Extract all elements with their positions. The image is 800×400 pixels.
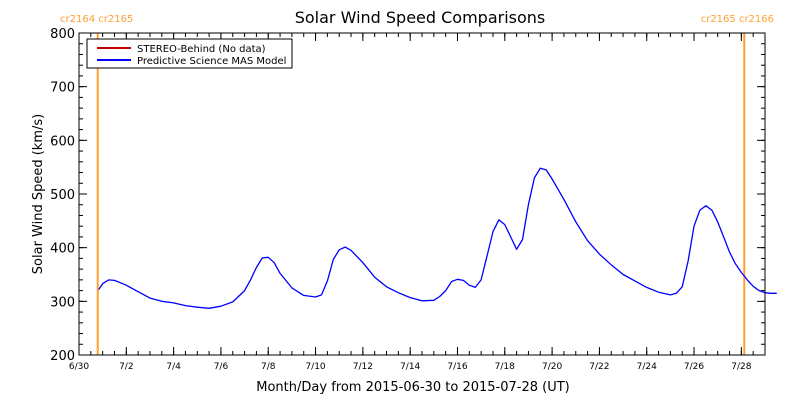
x-tick-label: 7/6 [214, 362, 229, 372]
x-tick-label: 7/20 [542, 362, 562, 372]
series-line-mas-model [98, 167, 777, 309]
series-layer [98, 167, 777, 309]
y-tick-label: 400 [50, 242, 75, 257]
x-tick-label: 7/22 [589, 362, 609, 372]
y-tick-label: 700 [50, 81, 75, 96]
x-axis-label: Month/Day from 2015-06-30 to 2015-07-28 … [256, 380, 569, 395]
cr-marker-label-right: cr2165 cr2166 [701, 14, 774, 25]
legend-box [86, 38, 293, 69]
carrington-markers [96, 33, 746, 355]
chart-title: Solar Wind Speed Comparisons [295, 8, 546, 27]
plot-frame [78, 32, 766, 356]
y-axis-label: Solar Wind Speed (km/s) [31, 114, 46, 274]
x-tick-label: 7/14 [400, 362, 420, 372]
y-tick-label: 500 [50, 188, 75, 203]
y-tick-label: 600 [50, 134, 75, 149]
y-tick-label: 300 [50, 295, 75, 310]
x-tick-label: 7/18 [495, 362, 515, 372]
x-tick-label: 7/10 [305, 362, 325, 372]
x-tick-label: 7/8 [261, 362, 276, 372]
legend-label-mas-model: Predictive Science MAS Model [137, 56, 286, 67]
y-tick-label: 800 [50, 27, 75, 42]
cr-marker-label-left: cr2164 cr2165 [60, 14, 133, 25]
x-tick-label: 6/30 [69, 362, 89, 372]
x-tick-label: 7/16 [447, 362, 467, 372]
legend: STEREO-Behind (No data) Predictive Scien… [86, 38, 293, 69]
x-tick-label: 7/12 [353, 362, 373, 372]
x-tick-label: 7/24 [637, 362, 657, 372]
axes: 200 300 400 500 600 700 800 6/30 7/2 7/4 7/6 7/8 7/1… [50, 27, 766, 372]
x-tick-label: 7/2 [119, 362, 133, 372]
x-tick-label: 7/4 [166, 362, 181, 372]
x-tick-label: 7/28 [731, 362, 751, 372]
y-tick-label: 200 [50, 349, 75, 364]
x-tick-label: 7/26 [684, 362, 704, 372]
legend-label-stereo-behind: STEREO-Behind (No data) [137, 44, 266, 55]
